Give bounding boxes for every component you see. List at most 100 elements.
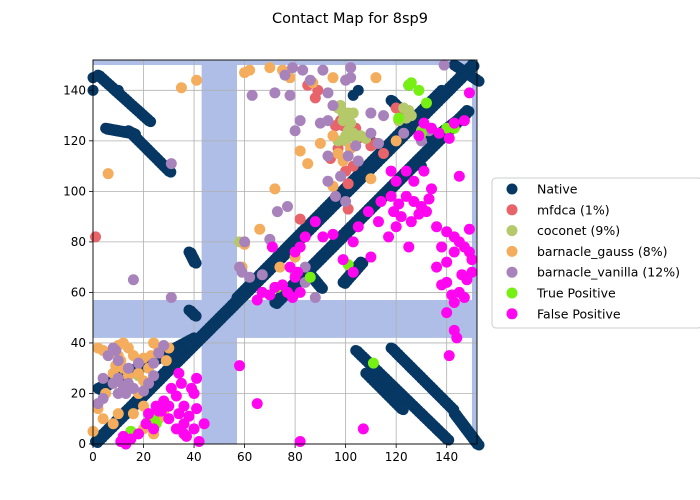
data-point	[294, 286, 306, 298]
data-point	[403, 241, 415, 253]
data-point	[292, 266, 304, 278]
data-point	[299, 231, 311, 243]
data-point	[294, 435, 306, 447]
horizontal-band-1	[93, 60, 477, 66]
data-point	[102, 350, 114, 362]
plot-frame	[92, 59, 478, 445]
legend-label: barnacle_gauss (8%)	[537, 244, 667, 259]
data-point	[466, 266, 478, 278]
legend: Native mfdca (1%) coconet (9%) barnacle_gau…	[491, 177, 700, 329]
data-point	[365, 107, 377, 119]
data-point	[367, 357, 379, 369]
data-point	[160, 355, 172, 367]
data-point	[122, 362, 134, 374]
data-point	[264, 62, 276, 74]
data-point	[342, 150, 354, 162]
data-point	[148, 423, 160, 435]
data-point	[347, 266, 359, 278]
legend-label: True Positive	[536, 286, 616, 301]
data-point	[191, 74, 203, 86]
y-tick-label: 140	[63, 83, 86, 97]
data-point	[385, 165, 397, 177]
data-point	[102, 168, 114, 180]
data-point	[193, 435, 205, 447]
data-point	[441, 307, 453, 319]
data-point	[317, 64, 329, 76]
data-point	[165, 291, 177, 303]
data-point	[145, 116, 157, 128]
data-point	[378, 147, 390, 159]
y-tick-label: 80	[71, 235, 86, 249]
data-point	[191, 403, 203, 415]
legend-label: coconet (9%)	[537, 223, 620, 238]
data-point	[165, 166, 177, 178]
data-point	[188, 423, 200, 435]
data-point	[443, 132, 455, 144]
data-point	[327, 99, 339, 111]
data-point	[413, 130, 425, 142]
data-point	[443, 434, 455, 446]
data-point	[453, 170, 465, 182]
axis-ticks: 0 20 40 60 80 100 120 140 0 20 40 60 80 100 120 140	[63, 83, 458, 464]
legend-box	[491, 177, 700, 329]
data-point	[438, 59, 450, 71]
data-point	[256, 269, 268, 281]
data-point	[271, 206, 283, 218]
data-point	[279, 69, 291, 81]
legend-marker	[506, 287, 518, 299]
data-point	[436, 241, 448, 253]
data-point	[390, 221, 402, 233]
legend-label: Native	[537, 182, 578, 197]
data-point	[178, 400, 190, 412]
data-point	[269, 87, 281, 99]
data-point	[297, 64, 309, 76]
data-point	[408, 175, 420, 187]
legend-marker	[506, 183, 518, 195]
data-point	[158, 339, 170, 351]
data-point	[97, 372, 109, 384]
data-point	[148, 357, 160, 369]
data-point	[438, 85, 450, 97]
data-point	[304, 74, 316, 86]
data-point	[90, 231, 102, 243]
data-point	[198, 418, 210, 430]
data-point	[294, 115, 306, 127]
series-4	[92, 59, 450, 410]
data-point	[448, 246, 460, 258]
y-tick-label: 0	[78, 437, 86, 451]
legend-marker	[506, 245, 518, 257]
data-point	[97, 413, 109, 425]
data-point	[352, 221, 364, 233]
data-point	[330, 190, 342, 202]
data-point	[456, 269, 468, 281]
legend-marker	[506, 225, 518, 237]
data-point	[413, 84, 425, 96]
data-point	[395, 211, 407, 223]
data-point	[148, 370, 160, 382]
horizontal-band-0	[93, 300, 477, 338]
x-tick-label: 100	[334, 450, 357, 464]
data-point	[431, 221, 443, 233]
data-point	[317, 231, 329, 243]
data-point	[239, 236, 251, 248]
data-point	[347, 89, 359, 101]
data-point	[362, 206, 374, 218]
data-point	[370, 72, 382, 84]
data-point	[420, 97, 432, 109]
data-point	[163, 413, 175, 425]
data-point	[127, 274, 139, 286]
x-tick-label: 80	[287, 450, 302, 464]
x-tick-label: 0	[89, 450, 97, 464]
y-tick-label: 120	[63, 134, 86, 148]
data-point	[448, 297, 460, 309]
data-point	[431, 261, 443, 273]
data-point	[393, 112, 405, 124]
data-point	[173, 367, 185, 379]
data-point	[463, 223, 475, 235]
data-point	[112, 408, 124, 420]
data-point	[244, 271, 256, 283]
data-point	[289, 125, 301, 137]
data-point	[175, 377, 187, 389]
data-point	[473, 439, 485, 451]
data-point	[463, 87, 475, 99]
